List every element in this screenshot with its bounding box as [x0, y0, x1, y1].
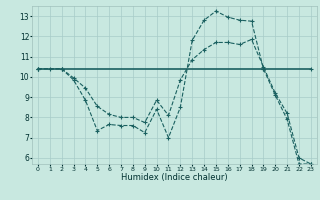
X-axis label: Humidex (Indice chaleur): Humidex (Indice chaleur) [121, 173, 228, 182]
